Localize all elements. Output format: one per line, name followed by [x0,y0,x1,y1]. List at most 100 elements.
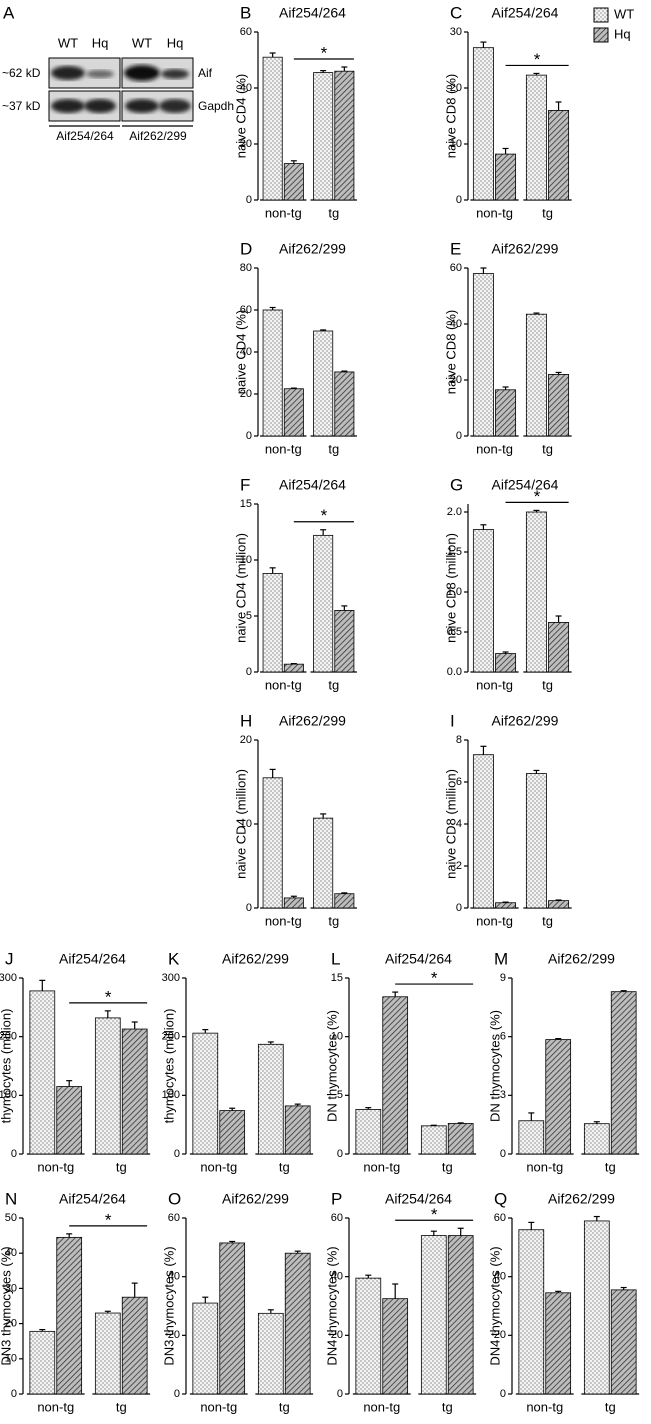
y-axis-label: naive CD8 (%) [443,310,458,395]
y-tick-label: 0 [337,1148,343,1160]
y-tick-label: 60 [240,26,252,38]
bar [382,996,409,1155]
chart-title: Aif254/264 [385,951,452,967]
y-tick-label: 3 [500,1089,506,1101]
y-tick-label: 20 [240,734,252,746]
panel-letter: E [450,239,461,258]
y-tick-label: 0 [456,430,462,442]
bar [94,1017,121,1155]
y-tick-label: 0 [456,194,462,206]
bar [313,534,334,673]
bar [334,893,355,909]
y-tick-label: 10 [450,138,462,150]
chart-title: Aif262/299 [548,951,615,967]
significance-mark: * [431,1205,438,1224]
y-tick-label: 60 [240,304,252,316]
panel-letter: A [3,3,15,22]
panel-letter: L [331,949,340,968]
y-tick-label: 0 [246,194,252,206]
bar [284,1252,311,1395]
x-tick-label: tg [442,1399,453,1414]
y-axis-label: naive CD8 (million) [443,769,458,879]
y-tick-label: 20 [5,1318,17,1330]
bar [313,817,334,909]
significance-mark: * [321,506,328,525]
y-axis-label: DN4 thymocytes (%) [324,1246,339,1365]
y-tick-label: 40 [331,1271,343,1283]
x-tick-label: tg [542,677,553,692]
bar [495,389,517,437]
y-tick-label: 300 [162,972,180,984]
y-tick-label: 2 [456,860,462,872]
chart-title: Aif254/264 [385,1191,452,1207]
y-tick-label: 20 [450,374,462,386]
panel-letter: N [5,1189,17,1208]
y-tick-label: 60 [450,262,462,274]
bar [334,610,355,673]
bar [495,153,517,201]
y-tick-label: 10 [240,818,252,830]
bar [495,653,517,673]
chart-title: Aif262/299 [279,241,346,257]
y-tick-label: 200 [162,1031,180,1043]
panel-letter: H [240,711,252,730]
bar [495,902,517,909]
band-size: ~62 kD [2,66,41,80]
y-axis-label: naive CD4 (million) [233,533,248,643]
y-axis-label: DN thymocytes (%) [324,1010,339,1122]
panel-letter: O [168,1189,181,1208]
y-tick-label: 8 [456,734,462,746]
bar [472,529,494,673]
x-tick-label: non-tg [526,1159,563,1174]
bar [262,56,283,201]
y-tick-label: 20 [450,82,462,94]
panel-letter: I [450,711,455,730]
chart-title: Aif254/264 [279,5,346,21]
panel-letter: M [494,949,508,968]
y-tick-label: 0 [246,430,252,442]
blot-band [159,99,191,113]
y-axis-label: DN4 thymocytes (%) [487,1246,502,1365]
x-tick-label: non-tg [476,441,513,456]
band-size: ~37 kD [2,99,41,113]
bar [355,1109,382,1155]
bar [472,273,494,437]
x-tick-label: non-tg [363,1399,400,1414]
bar [548,900,570,909]
x-tick-label: tg [116,1159,127,1174]
bar [257,1043,284,1155]
y-tick-label: 15 [331,972,343,984]
x-tick-label: tg [542,913,553,928]
y-tick-label: 15 [240,498,252,510]
x-tick-label: tg [279,1399,290,1414]
bar [583,1220,610,1395]
bar [610,1289,637,1395]
chart-title: Aif254/264 [279,477,346,493]
y-tick-label: 300 [0,972,17,984]
bar [420,1235,447,1395]
bar [447,1123,474,1155]
x-tick-label: tg [328,913,339,928]
chart-title: Aif254/264 [492,5,559,21]
panel-letter: P [331,1189,342,1208]
y-tick-label: 0 [11,1388,17,1400]
x-tick-label: non-tg [476,913,513,928]
y-tick-label: 20 [331,1329,343,1341]
bar [548,622,570,673]
x-tick-label: tg [605,1159,616,1174]
x-tick-label: tg [279,1159,290,1174]
chart-title: Aif262/299 [279,713,346,729]
bar [262,777,283,909]
y-tick-label: 0 [456,902,462,914]
bar [334,371,355,437]
bar [29,1330,56,1395]
x-tick-label: non-tg [37,1159,74,1174]
bar [283,388,304,437]
x-tick-label: non-tg [476,677,513,692]
x-tick-label: tg [542,205,553,220]
y-tick-label: 10 [5,1353,17,1365]
y-tick-label: 20 [494,1329,506,1341]
group-label: Aif262/299 [129,129,187,143]
x-tick-label: tg [542,441,553,456]
